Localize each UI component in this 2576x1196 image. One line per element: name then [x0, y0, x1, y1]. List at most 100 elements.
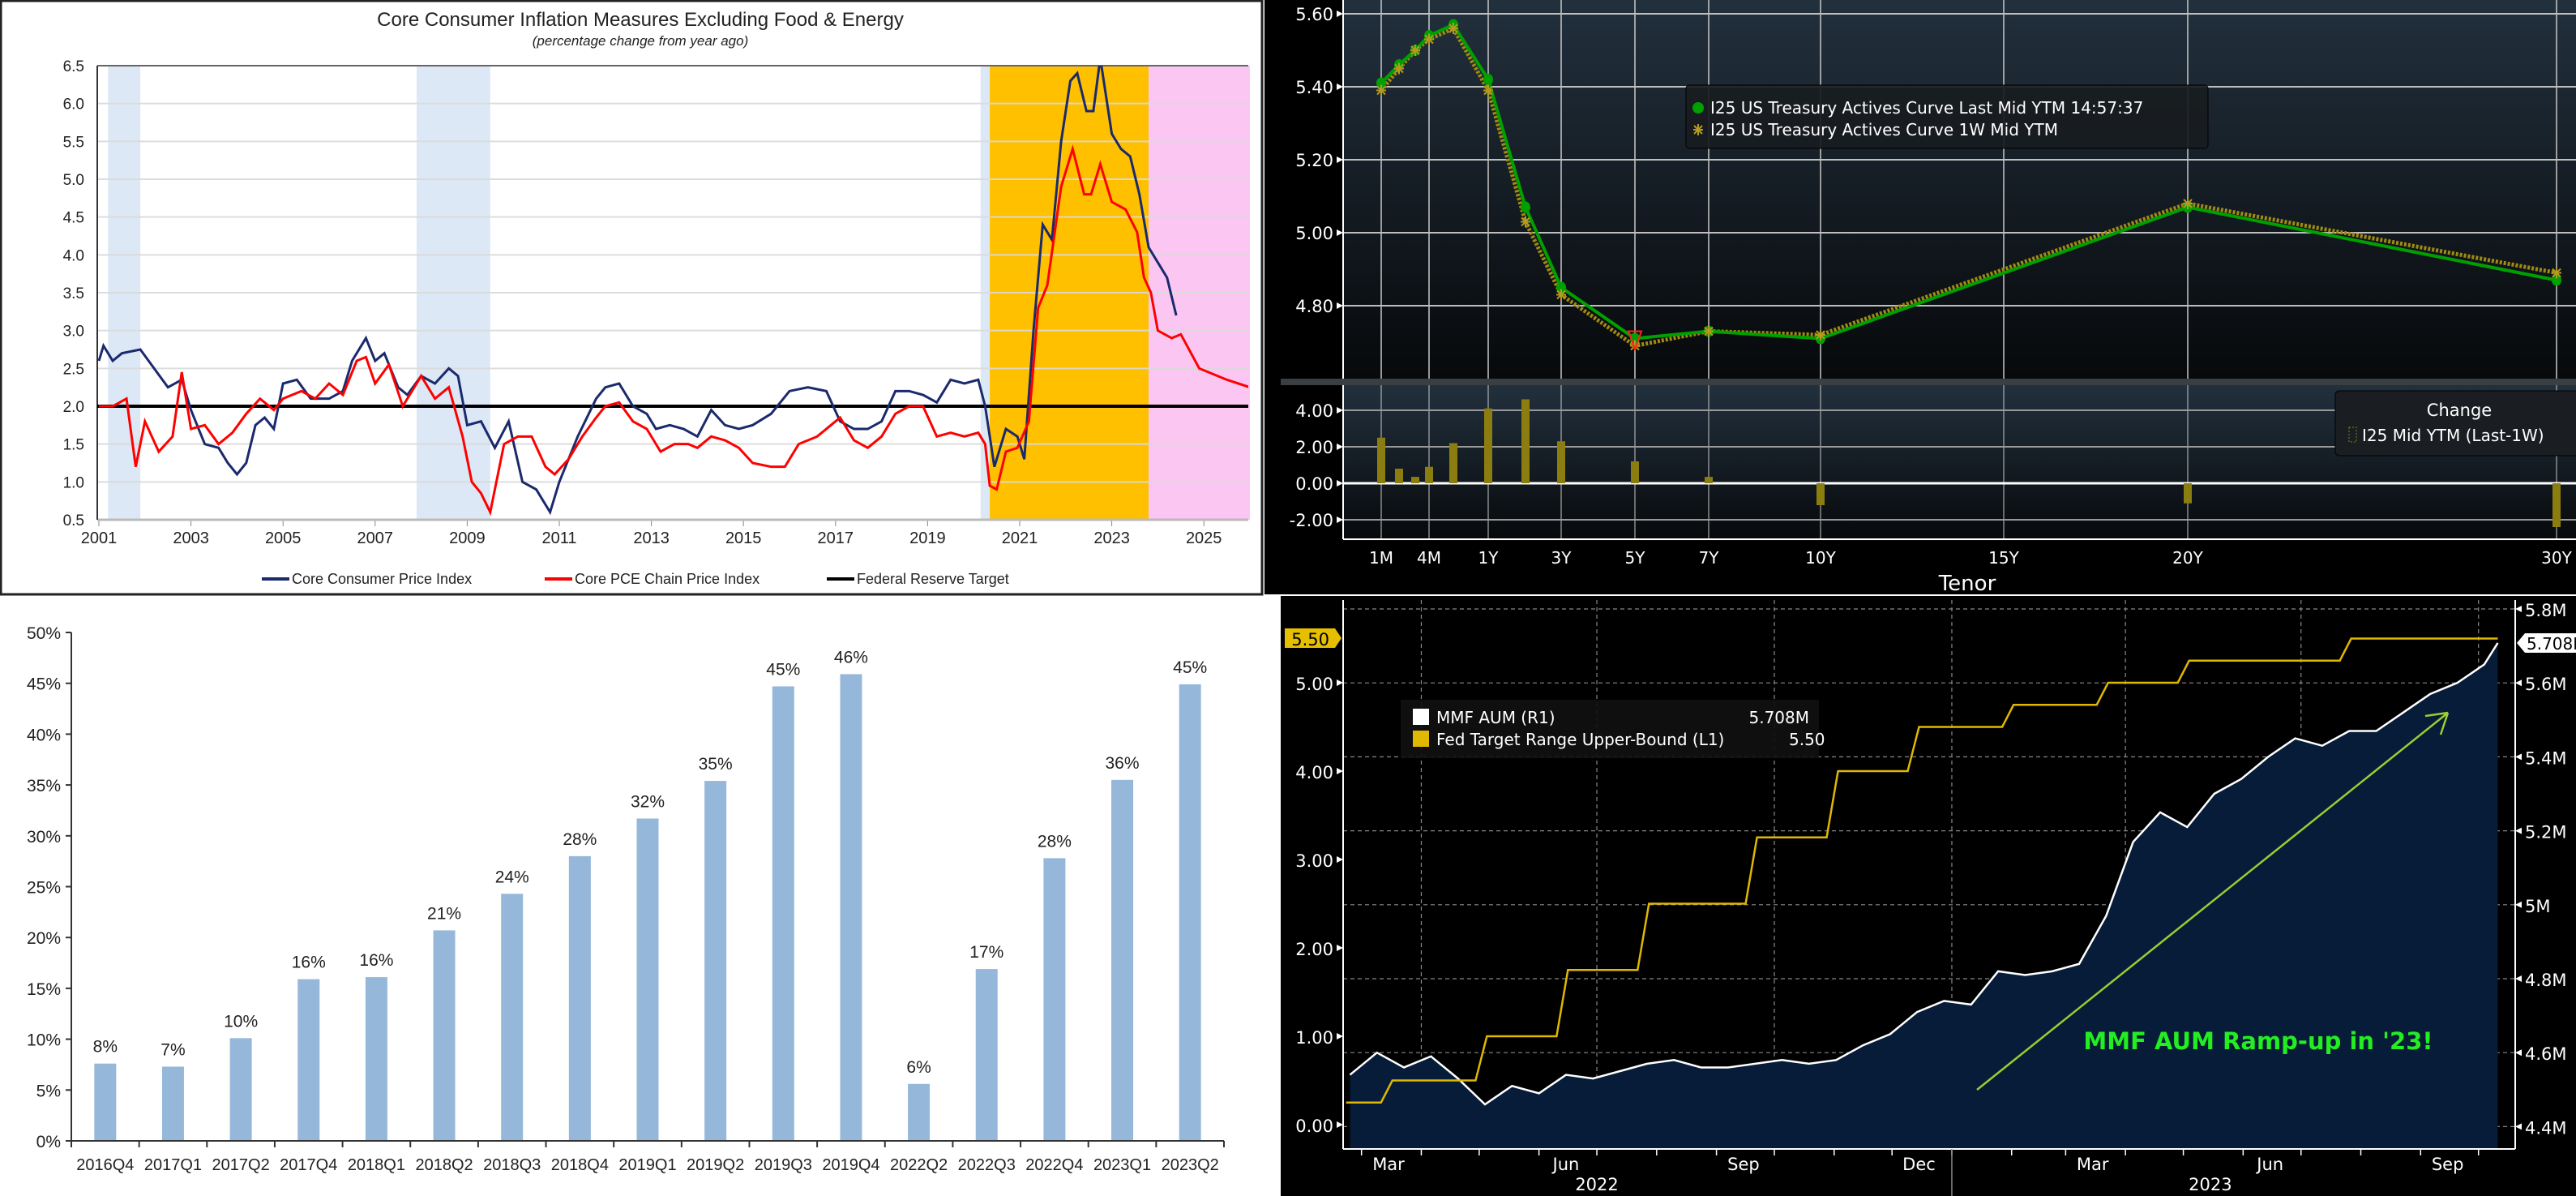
y-tick-label: 45% [27, 675, 61, 694]
right-y-tick-label: 4.8M [2525, 971, 2567, 990]
tick-marker [1337, 229, 1343, 236]
x-tick-label: 2018Q1 [348, 1156, 405, 1174]
change-bar [2552, 483, 2561, 527]
panel-splitter[interactable] [1281, 379, 2576, 385]
1w-curve-point [1521, 216, 1530, 228]
bar [975, 969, 998, 1141]
tick-marker [1337, 945, 1343, 951]
change-bar [2184, 483, 2192, 504]
mmf-aum-area [1350, 642, 2498, 1149]
annotation-text: MMF AUM Ramp-up in '23! [2083, 1027, 2433, 1055]
change-bar [1484, 408, 1492, 483]
x-tick-label: 2022Q2 [890, 1156, 948, 1174]
bar [161, 1066, 184, 1141]
month-label: Mar [2077, 1155, 2109, 1174]
y-tick-label: 3.0 [63, 324, 84, 341]
data-label: 21% [427, 904, 461, 923]
right-y-tick-label: 5.6M [2525, 675, 2567, 694]
y-tick-label: 6.0 [63, 96, 84, 114]
tick-marker [2515, 1123, 2522, 1130]
inflation-chart: Core Consumer Inflation Measures Excludi… [0, 0, 1264, 596]
change-bar [1377, 437, 1385, 483]
1w-curve-point [1704, 325, 1714, 337]
bar [229, 1038, 252, 1141]
left-last-value: 5.50 [1291, 630, 1329, 649]
x-tick-label: 2018Q2 [415, 1156, 473, 1174]
data-label: 16% [292, 954, 326, 972]
tick-marker [1337, 768, 1343, 774]
data-label: 28% [1038, 832, 1072, 851]
y-tick-label: 3.5 [63, 285, 84, 302]
tick-marker [2515, 606, 2522, 612]
x-tick-label: 2017 [818, 529, 854, 547]
tick-marker [1337, 679, 1343, 686]
y-tick-label: 30% [27, 828, 61, 847]
bar [297, 979, 320, 1141]
year-label: 2023 [2189, 1175, 2232, 1194]
tick-marker [1337, 1033, 1343, 1040]
change-legend-label: I25 Mid YTM (Last-1W) [2362, 426, 2544, 445]
x-tick-label: 2019Q3 [755, 1156, 812, 1174]
tick-marker [1337, 302, 1343, 309]
bar [636, 818, 659, 1141]
x-tick-label: 2018Q3 [483, 1156, 541, 1174]
y-tick-label: 4.0 [63, 247, 84, 264]
last-curve-point [1521, 201, 1530, 213]
x-tick-label: 2015 [725, 529, 762, 547]
1w-curve-point [1448, 23, 1458, 34]
data-label: 46% [834, 648, 868, 667]
y-tick-label: 20% [27, 929, 61, 948]
tick-marker [1337, 407, 1343, 414]
y-tick-label: 40% [27, 726, 61, 744]
tick-marker [2515, 679, 2522, 687]
left-y-tick-label: 4.00 [1295, 763, 1333, 782]
highlight-triangle-marker [1627, 330, 1643, 352]
y-tick-label: 5.60 [1295, 5, 1333, 24]
bar [1111, 779, 1134, 1141]
upper-plot-area [1343, 0, 2576, 379]
last-curve-point [1376, 77, 1386, 89]
y-tick-label: -2.00 [1290, 511, 1333, 530]
y-tick-label: 6.5 [63, 58, 84, 75]
x-tick-label: 2019Q1 [618, 1156, 676, 1174]
right-y-tick-label: 5M [2525, 897, 2550, 916]
y-tick-label: 25% [27, 879, 61, 898]
change-bar [1816, 483, 1825, 505]
x-tick-label: 2023 [1093, 529, 1130, 547]
bar [433, 930, 456, 1141]
legend-label: Core Consumer Price Index [292, 571, 472, 587]
tick-marker [1337, 480, 1343, 487]
bar [840, 674, 862, 1141]
x-tick-label: 2017Q1 [144, 1156, 202, 1174]
tick-marker [2515, 753, 2522, 761]
bar [501, 894, 524, 1141]
y-tick-label: 5.00 [1295, 224, 1333, 243]
bar [568, 855, 591, 1141]
change-bar [1395, 469, 1403, 483]
left-y-tick-label: 3.00 [1295, 851, 1333, 871]
tick-marker [2515, 975, 2522, 982]
chart-frame [0, 600, 1264, 1196]
cpi-series-line [97, 66, 1178, 516]
x-tick-label: 2023Q1 [1093, 1156, 1151, 1174]
x-tick-label: 2019 [909, 529, 946, 547]
tick-marker [1337, 517, 1343, 523]
x-tick-label: 2007 [357, 529, 394, 547]
legend-label: MMF AUM (R1) [1436, 708, 1555, 727]
month-label: Dec [1902, 1155, 1936, 1174]
x-tick-label: 10Y [1805, 548, 1836, 568]
year-label: 2022 [1575, 1175, 1618, 1194]
last-curve-point [1556, 281, 1566, 294]
month-label: Mar [1372, 1155, 1405, 1174]
x-tick-label: 1Y [1478, 548, 1500, 568]
data-label: 16% [359, 951, 393, 970]
right-y-tick-label: 4.4M [2525, 1118, 2567, 1138]
bar [908, 1083, 931, 1141]
annotation-arrow [1976, 711, 2450, 1091]
data-label: 8% [93, 1038, 118, 1057]
y-tick-label: 5.40 [1295, 78, 1333, 97]
change-bar [1425, 466, 1433, 483]
x-tick-label: 2021 [1002, 529, 1038, 547]
data-label: 35% [699, 755, 733, 774]
left-last-value-tag [1285, 628, 1341, 648]
